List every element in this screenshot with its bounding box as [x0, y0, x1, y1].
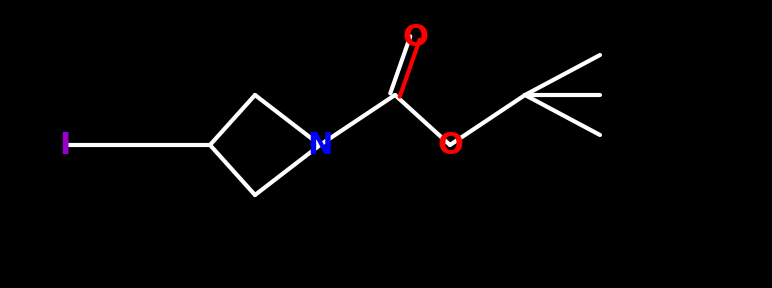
Text: O: O [437, 130, 463, 160]
Text: O: O [402, 24, 428, 52]
Text: N: N [307, 130, 333, 160]
Text: I: I [59, 130, 71, 160]
